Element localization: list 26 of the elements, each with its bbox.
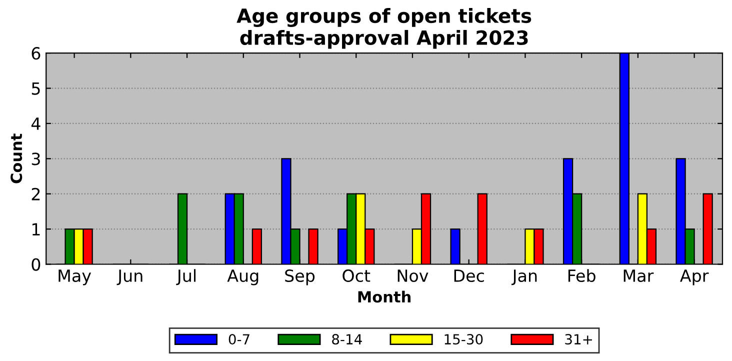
x-tick-label: Feb — [568, 269, 596, 282]
x-axis-title: Month — [358, 290, 410, 303]
legend-label: 8-14 — [332, 334, 362, 345]
y-tick-label: 1 — [32, 223, 40, 236]
x-tick-label: Nov — [398, 270, 428, 282]
x-tick-label: Sep — [285, 269, 315, 286]
x-tick-label: Jun — [116, 270, 142, 286]
x-tick-label: Dec — [454, 270, 484, 282]
y-tick-label: 6 — [32, 47, 40, 60]
x-tick-label: Mar — [624, 270, 654, 282]
y-tick-label: 3 — [32, 152, 40, 166]
y-axis-title: Count — [10, 134, 22, 184]
x-tick-label: Oct — [342, 269, 370, 282]
x-tick-label: Apr — [680, 270, 709, 286]
chart-title: Age groups of open tickets drafts-approval April 2023 — [236, 8, 532, 49]
legend-label: 0-7 — [228, 334, 250, 345]
y-tick-label: 0 — [32, 258, 40, 271]
x-tick-label: Jul — [176, 269, 196, 286]
x-tick-label: Aug — [227, 270, 258, 286]
legend-label: 31+ — [565, 334, 592, 345]
y-tick-label: 2 — [32, 188, 40, 200]
legend-label: 15-30 — [444, 334, 483, 345]
y-tick-label: 5 — [32, 82, 40, 95]
y-tick-label: 4 — [31, 118, 40, 130]
x-tick-label: Jan — [512, 270, 537, 286]
x-tick-label: May — [58, 270, 92, 286]
